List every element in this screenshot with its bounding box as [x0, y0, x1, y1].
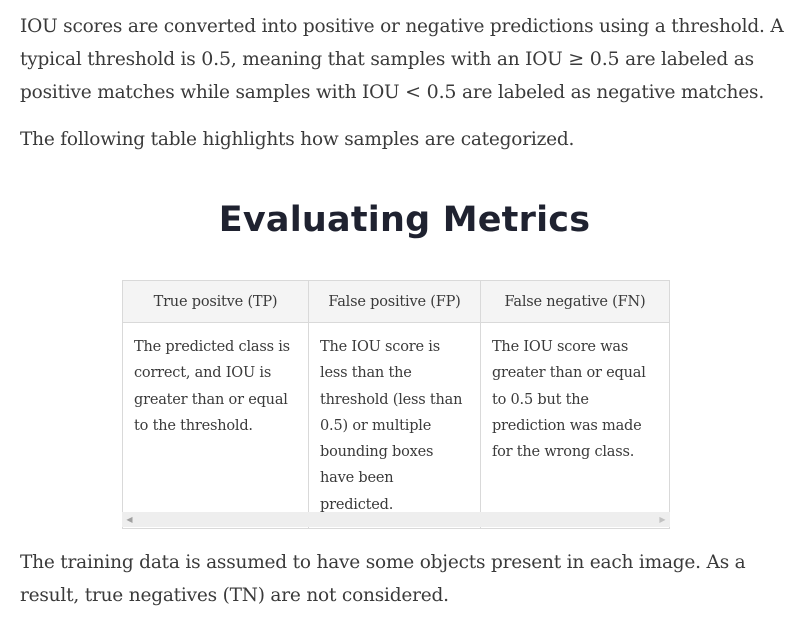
conclusion-paragraph: The training data is assumed to have som…: [20, 552, 746, 606]
scroll-left-arrow-icon[interactable]: ◀: [126, 515, 133, 524]
cell-false-positive: The IOU score is less than the threshold…: [308, 321, 481, 530]
article-content: IOU scores are converted into positive o…: [20, 10, 790, 170]
metrics-table-container: True positve (TP) False positive (FP) Fa…: [121, 280, 671, 530]
scroll-right-arrow-icon[interactable]: ▶: [659, 515, 666, 524]
header-false-negative: False negative (FN): [479, 280, 671, 323]
header-false-positive: False positive (FP): [308, 280, 481, 323]
section-title: Evaluating Metrics: [218, 200, 591, 240]
intro-text-3: are labeled as positive matches while sa…: [20, 49, 754, 103]
cell-false-negative: The IOU score was greater than or equal …: [479, 321, 671, 530]
negative-condition: < 0.5: [405, 81, 457, 103]
header-true-positive: True positve (TP): [121, 280, 310, 323]
threshold-value: 0.5: [201, 48, 231, 70]
intro-text-1: IOU scores are converted into positive o…: [20, 16, 784, 70]
table-horizontal-scrollbar[interactable]: ◀ ▶: [122, 512, 670, 527]
table-row: The predicted class is correct, and IOU …: [121, 321, 671, 530]
intro-text-2: , meaning that samples with an IOU: [230, 49, 569, 70]
table-intro-paragraph: The following table highlights how sampl…: [20, 129, 575, 150]
metrics-table: True positve (TP) False positive (FP) Fa…: [121, 280, 671, 530]
table-header-row: True positve (TP) False positive (FP) Fa…: [121, 280, 671, 323]
positive-condition: ≥ 0.5: [568, 48, 620, 70]
intro-paragraph: IOU scores are converted into positive o…: [20, 10, 790, 109]
cell-true-positive: The predicted class is correct, and IOU …: [121, 321, 310, 530]
intro-text-4: are labeled as negative matches.: [456, 82, 764, 103]
